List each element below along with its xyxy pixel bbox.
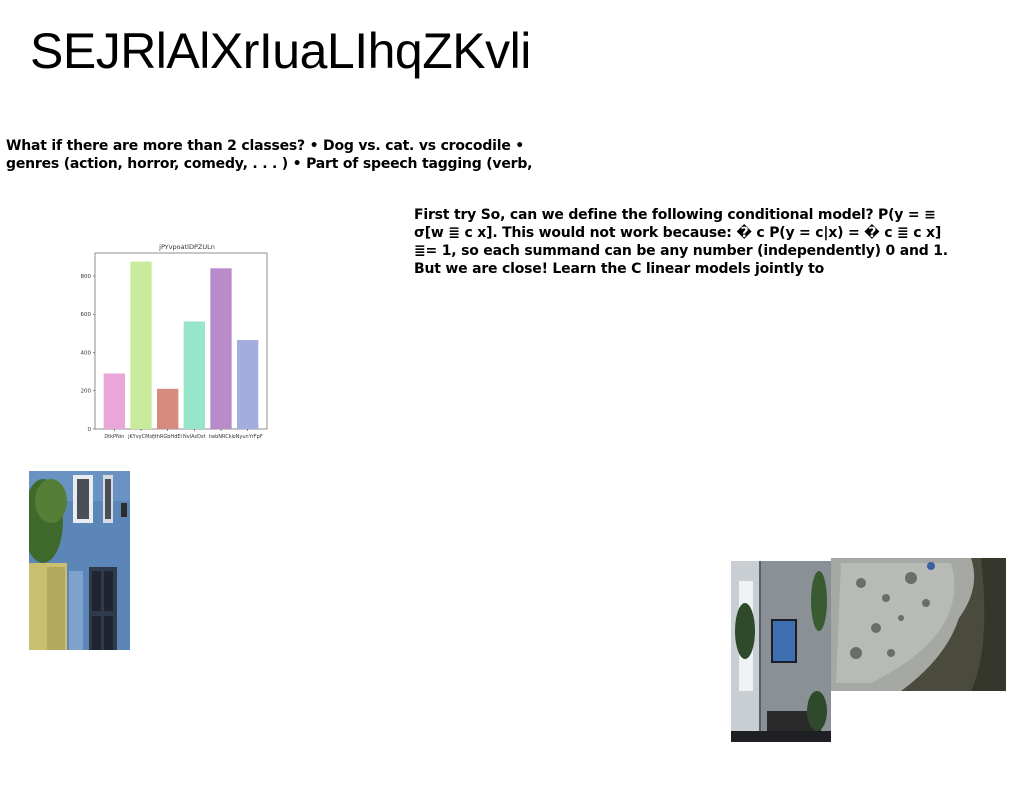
x-tick-label: twbNRCki (209, 434, 233, 440)
text-block-classes: What if there are more than 2 classes? •… (6, 138, 533, 172)
y-tick-label: 600 (81, 312, 92, 318)
photo-building (29, 471, 130, 650)
photo-rock (831, 558, 1006, 691)
bar-jKYvyCMsf (130, 261, 152, 429)
chart-title: jPYvpoatlDPZULn (158, 243, 215, 251)
page-title: SEJRlAlXrIuaLIhqZKvli (30, 23, 531, 79)
bar-chart: jPYvpoatlDPZULn 0 200 400 600 800 DtkPNin jKY… (81, 243, 268, 440)
bar-NvlAzDzt (183, 321, 205, 429)
bar-oNyunYrFpF (237, 340, 259, 429)
y-tick-label: 0 (88, 427, 92, 433)
x-tick-label: DtkPNin (104, 434, 124, 440)
x-tick-label: oNyunYrFpF (233, 434, 263, 440)
text-block-conditional-model: First try So, can we define the followin… (414, 207, 948, 277)
x-tick-label: NvlAzDzt (183, 434, 206, 440)
x-tick-label: jthRGbHdEi (152, 434, 182, 440)
x-tick-label: jKYvyCMsf (127, 434, 154, 440)
bar-jthRGbHdEi (157, 388, 179, 429)
y-tick-label: 800 (81, 274, 92, 280)
y-tick-label: 400 (81, 350, 92, 356)
bar-DtkPNin (103, 373, 125, 429)
y-tick-label: 200 (81, 389, 92, 395)
bar-twbNRCki (210, 268, 232, 429)
photo-room (731, 561, 831, 742)
